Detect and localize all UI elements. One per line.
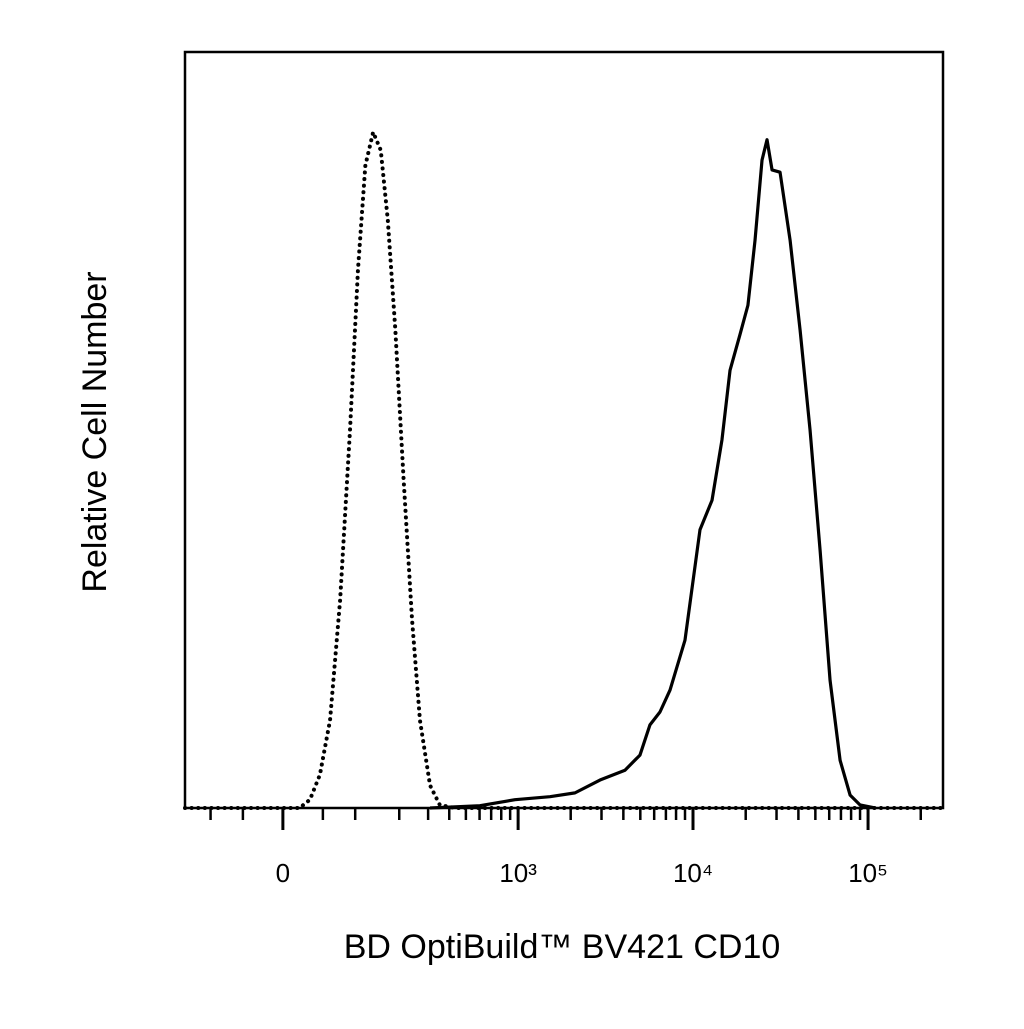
x-tick-label: 10³ bbox=[499, 858, 537, 888]
x-tick-label: 0 bbox=[276, 858, 290, 888]
y-axis-label: Relative Cell Number bbox=[76, 271, 114, 592]
plot-frame bbox=[183, 50, 945, 810]
stained-histogram bbox=[429, 138, 876, 810]
x-tick-label: 10⁵ bbox=[848, 858, 888, 888]
x-axis-label: BD OptiBuild™ BV421 CD10 bbox=[344, 928, 781, 966]
x-tick-label: 10⁴ bbox=[673, 858, 713, 888]
control-histogram bbox=[183, 130, 945, 810]
